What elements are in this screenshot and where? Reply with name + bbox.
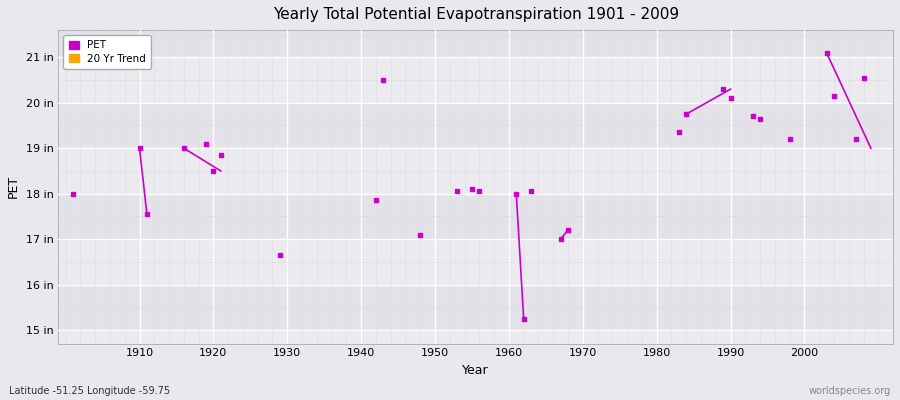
Title: Yearly Total Potential Evapotranspiration 1901 - 2009: Yearly Total Potential Evapotranspiratio… — [273, 7, 679, 22]
Bar — [58, 194, 893, 239]
Bar — [58, 57, 893, 103]
Bar — [58, 148, 893, 194]
Legend: PET, 20 Yr Trend: PET, 20 Yr Trend — [63, 35, 151, 69]
Bar — [58, 239, 893, 284]
Bar — [58, 284, 893, 330]
Bar — [58, 103, 893, 148]
Text: Latitude -51.25 Longitude -59.75: Latitude -51.25 Longitude -59.75 — [9, 386, 170, 396]
Text: worldspecies.org: worldspecies.org — [809, 386, 891, 396]
Bar — [58, 12, 893, 57]
X-axis label: Year: Year — [463, 364, 489, 377]
Y-axis label: PET: PET — [7, 175, 20, 198]
